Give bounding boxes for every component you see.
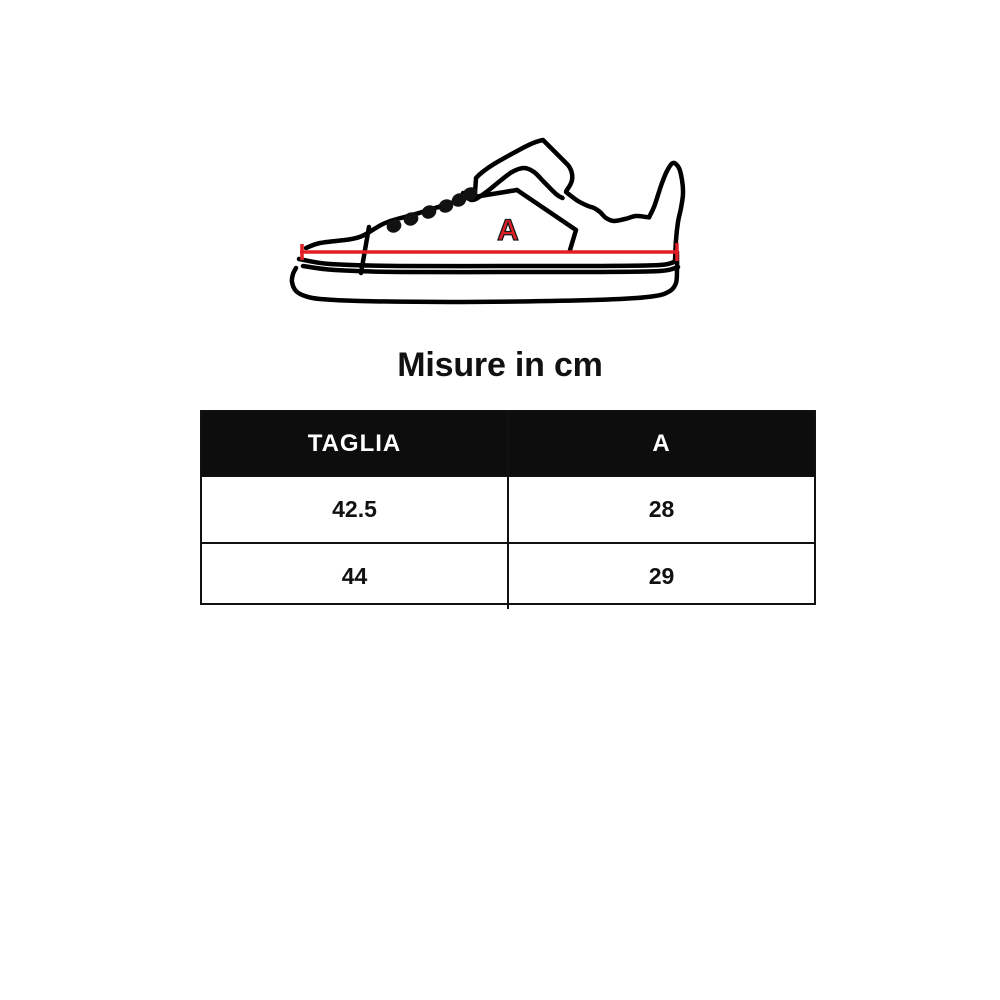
svg-text:A: A bbox=[497, 214, 519, 247]
